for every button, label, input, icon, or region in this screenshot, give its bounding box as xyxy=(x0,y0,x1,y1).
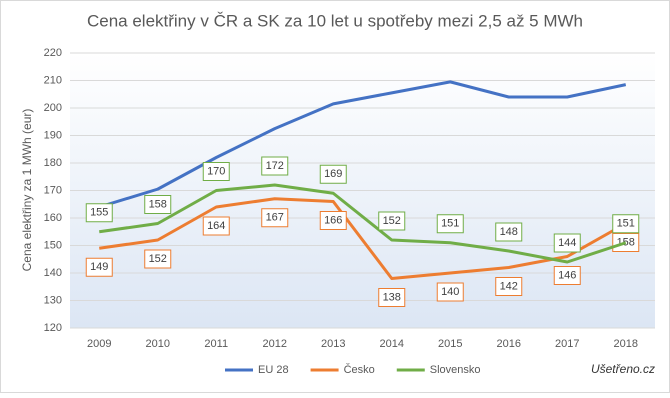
data-label-box xyxy=(378,288,406,307)
y-tick-label: 150 xyxy=(44,239,62,251)
x-tick-label: 2016 xyxy=(497,338,521,350)
x-tick-label: 2013 xyxy=(321,338,345,350)
legend-label: EU 28 xyxy=(258,364,289,376)
series-line xyxy=(99,183,627,264)
data-label: 170 xyxy=(207,165,225,177)
data-label: 144 xyxy=(558,237,576,249)
data-label-box xyxy=(144,195,172,214)
data-label-box xyxy=(261,208,289,228)
data-label: 155 xyxy=(90,207,108,219)
data-label: 138 xyxy=(383,291,401,303)
y-tick-label: 210 xyxy=(44,74,62,86)
y-tick-label: 120 xyxy=(44,322,62,334)
x-tick-label: 2010 xyxy=(146,338,170,350)
data-label-box xyxy=(378,211,406,231)
x-tick-label: 2014 xyxy=(380,338,404,350)
data-label-box xyxy=(612,233,640,252)
y-tick-label: 220 xyxy=(44,47,62,59)
legend-label: Slovensko xyxy=(430,364,481,376)
legend-label: Česko xyxy=(344,363,375,376)
data-label-box xyxy=(436,214,464,234)
y-axis-label: Cena elektřiny za 1 MWh (eur) xyxy=(20,109,34,272)
x-tick-label: 2015 xyxy=(438,338,462,350)
data-label-box xyxy=(202,162,230,181)
x-tick-label: 2011 xyxy=(204,338,228,350)
data-label: 158 xyxy=(149,198,167,210)
data-label-box xyxy=(261,156,289,176)
data-label-box xyxy=(495,277,523,296)
data-label: 140 xyxy=(441,286,459,298)
data-label: 146 xyxy=(558,269,576,281)
y-tick-label: 190 xyxy=(44,129,62,141)
y-tick-label: 130 xyxy=(44,294,62,306)
data-label-box xyxy=(436,282,464,302)
x-tick-label: 2009 xyxy=(87,338,111,350)
data-label: 149 xyxy=(90,261,108,273)
data-label-box xyxy=(85,257,113,277)
chart-title: Cena elektřiny v ČR a SK za 10 let u spo… xyxy=(87,11,583,30)
data-label-box xyxy=(612,214,640,234)
data-label: 142 xyxy=(500,280,518,292)
y-tick-label: 200 xyxy=(44,102,62,114)
data-label-box xyxy=(553,233,581,253)
data-label: 151 xyxy=(441,218,459,230)
y-tick-label: 140 xyxy=(44,267,62,279)
watermark: Ušetřeno.cz xyxy=(591,362,655,376)
data-label-box xyxy=(553,266,581,285)
y-tick-label: 170 xyxy=(44,184,62,196)
data-label-box xyxy=(85,203,113,223)
data-label-box xyxy=(319,211,347,230)
x-tick-label: 2012 xyxy=(263,338,287,350)
data-label-box xyxy=(319,164,347,184)
data-label: 164 xyxy=(207,220,225,232)
data-label-box xyxy=(202,216,230,236)
y-tick-label: 160 xyxy=(44,212,62,224)
data-label: 151 xyxy=(617,218,635,230)
series-line xyxy=(98,80,627,209)
data-label: 172 xyxy=(266,160,284,172)
y-tick-label: 180 xyxy=(44,157,62,169)
data-label: 166 xyxy=(324,214,342,226)
data-label: 169 xyxy=(324,168,342,180)
data-label: 167 xyxy=(266,212,284,224)
series-line xyxy=(99,197,627,280)
x-tick-label: 2018 xyxy=(614,338,638,350)
data-label: 158 xyxy=(617,236,635,248)
data-label-box xyxy=(495,222,523,242)
data-label-box xyxy=(144,249,172,269)
data-label: 148 xyxy=(500,226,518,238)
data-label: 152 xyxy=(149,253,167,265)
data-label: 152 xyxy=(383,215,401,227)
x-tick-label: 2017 xyxy=(555,338,579,350)
